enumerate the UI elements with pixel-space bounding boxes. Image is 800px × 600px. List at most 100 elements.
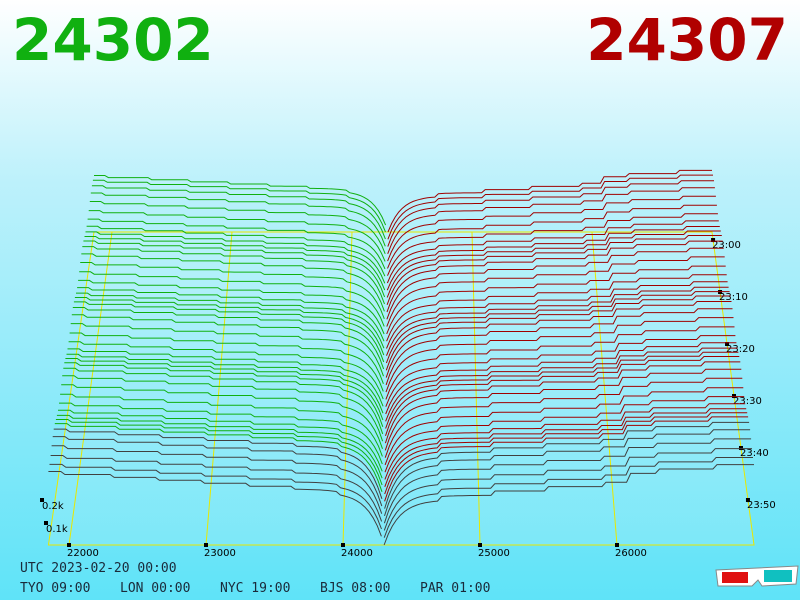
bid-curve [81, 253, 385, 312]
ask-curve [385, 356, 740, 436]
bid-curve [92, 179, 386, 233]
bid-curve [77, 287, 385, 342]
bid-curve [87, 218, 386, 270]
ask-curve [384, 377, 743, 458]
bid-curve [52, 436, 383, 507]
clock: TYO 09:00 [20, 581, 90, 596]
ask-price: 24307 [586, 6, 788, 74]
ask-curve [386, 226, 720, 291]
price-label: 25000 [478, 548, 510, 559]
price-tick [615, 543, 619, 547]
clock: BJS 08:00 [320, 581, 390, 596]
price-grid-line [591, 231, 618, 546]
ask-curve [387, 180, 714, 247]
ask-curve [386, 281, 728, 349]
ask-curve [385, 347, 738, 422]
bid-curve [68, 341, 384, 400]
price-label: 26000 [615, 548, 647, 559]
bid-curve [69, 332, 384, 392]
bid-curve [84, 236, 386, 291]
bid-curve [86, 225, 386, 277]
plot: 22000 23000 24000 25000 26000 23:00 23:10 23:20… [40, 169, 776, 559]
ask-curve [386, 235, 722, 305]
ask-curve [385, 291, 730, 364]
bid-curve [73, 301, 385, 363]
price-tick [204, 543, 208, 547]
bid-curve [55, 419, 383, 486]
ask-curve [387, 213, 718, 276]
bid-curve [66, 353, 384, 414]
time-label: 23:10 [719, 292, 748, 303]
time-label: 23:50 [747, 500, 776, 511]
ask-curve [384, 396, 745, 473]
bid-curve [48, 471, 382, 537]
world-clocks: TYO 09:00 LON 00:00 NYC 19:00 BJS 08:00 PAR … [20, 581, 490, 596]
bid-curve [94, 175, 387, 226]
ask-curve [384, 416, 749, 502]
bid-curve [91, 185, 386, 240]
bid-curve [51, 445, 383, 514]
bid-curve [74, 297, 385, 356]
ask-curve [387, 204, 717, 269]
ask-curve [386, 286, 729, 356]
ask-curve [385, 308, 733, 386]
ask-curve [387, 169, 712, 233]
bid-curve [59, 402, 383, 465]
ask-curve [387, 187, 715, 254]
ask-curve [385, 295, 731, 371]
utc-time: UTC 2023-02-20 00:00 [20, 561, 177, 576]
bid-curve [58, 409, 383, 472]
time-tick [745, 498, 750, 502]
bid-curve [64, 362, 384, 427]
ask-curve [384, 421, 750, 509]
ask-curve [385, 335, 736, 407]
bid-curve [72, 307, 385, 370]
depth-label: 0.1k [46, 524, 68, 535]
time-tick [711, 238, 716, 242]
bid-curve [65, 358, 384, 421]
bid-curve [79, 271, 385, 327]
depth-tick [44, 521, 48, 525]
bid-curve [78, 279, 385, 335]
time-label: 23:00 [712, 240, 741, 251]
bid-curve [88, 210, 386, 262]
ask-curve [384, 387, 744, 466]
price-label: 24000 [341, 548, 373, 559]
ask-curve [384, 361, 741, 444]
ask-curve [386, 240, 723, 313]
ask-curve [385, 342, 737, 415]
ask-curve [385, 351, 739, 429]
depth-tick [40, 498, 44, 502]
ask-curve [384, 412, 748, 495]
bid-curve [76, 292, 385, 349]
price-label: 22000 [67, 548, 99, 559]
ask-curve [385, 317, 734, 393]
clock: PAR 01:00 [420, 581, 490, 596]
price-tick [67, 543, 71, 547]
ask-curve [386, 230, 721, 298]
price-grid-line [68, 231, 113, 546]
price-grid-line [471, 231, 481, 546]
price-tick [341, 543, 345, 547]
bid-curve [70, 323, 384, 384]
time-tick [725, 342, 730, 346]
bid-curve [60, 393, 383, 457]
clock: NYC 19:00 [220, 581, 290, 596]
bid-curve [63, 367, 384, 435]
ask-curve [384, 403, 746, 480]
bid-curve [67, 348, 384, 407]
ask-curve [386, 220, 719, 284]
3d-glasses-icon[interactable] [715, 565, 799, 587]
price-grid-line [342, 231, 353, 546]
time-label: 23:40 [740, 448, 769, 459]
ask-curve [386, 274, 727, 342]
ask-curve [383, 457, 753, 538]
depth-label: 0.2k [42, 501, 64, 512]
ask-curve [386, 256, 725, 327]
ask-curve [383, 448, 752, 531]
time-tick [738, 446, 743, 450]
bid-curve [61, 384, 383, 449]
bid-curve [89, 201, 386, 254]
bid-curve [71, 314, 384, 377]
